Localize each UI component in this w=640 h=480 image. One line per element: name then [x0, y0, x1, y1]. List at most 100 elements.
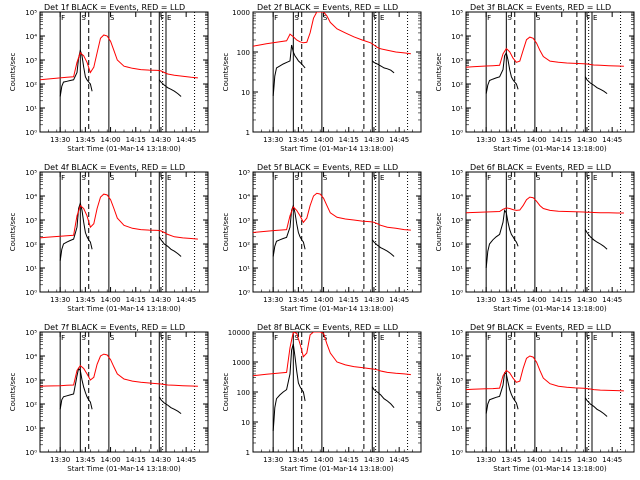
x-tick-label: 13:30 — [476, 136, 496, 144]
marker-label: F — [586, 174, 590, 182]
y-tick-label: 10⁴ — [238, 193, 250, 201]
x-tick-label: 13:30 — [263, 456, 283, 464]
y-axis-label: Counts/sec — [435, 213, 443, 252]
y-tick-label: 10⁴ — [451, 33, 463, 41]
y-tick-label: 10⁵ — [25, 329, 37, 337]
marker-label: S — [536, 14, 541, 22]
series-events — [485, 51, 608, 95]
panel-title: Det 7f BLACK = Events, RED = LLD — [44, 323, 185, 332]
x-tick-label: 14:30 — [577, 456, 597, 464]
series-events — [272, 44, 395, 96]
y-axis-label: Counts/sec — [222, 213, 230, 252]
x-tick-label: 14:00 — [526, 296, 546, 304]
panel-title: Det 8f BLACK = Events, RED = LLD — [257, 323, 398, 332]
x-tick-label: 14:30 — [577, 136, 597, 144]
y-tick-label: 10¹ — [238, 265, 250, 273]
y-tick-label: 10² — [238, 241, 250, 249]
plot-frame — [252, 171, 422, 293]
x-tick-label: 14:30 — [364, 456, 384, 464]
marker-label: S — [323, 174, 328, 182]
x-tick-label: 13:45 — [288, 136, 308, 144]
x-tick-label: 14:00 — [313, 456, 333, 464]
y-tick-label: 1000 — [232, 9, 250, 17]
series-lld — [253, 332, 411, 377]
y-axis-label: Counts/sec — [9, 213, 17, 252]
y-axis-label: Counts/sec — [222, 53, 230, 92]
marker-label: F — [274, 14, 278, 22]
y-tick-label: 10⁵ — [451, 9, 463, 17]
y-axis-label: Counts/sec — [435, 53, 443, 92]
y-tick-label: 10⁴ — [25, 353, 37, 361]
x-tick-label: 14:15 — [126, 136, 146, 144]
series-lld — [466, 36, 624, 68]
x-tick-label: 14:00 — [526, 456, 546, 464]
y-tick-label: 100 — [237, 389, 250, 397]
y-axis-label: Counts/sec — [9, 53, 17, 92]
marker-label: F — [160, 174, 164, 182]
marker-label: E — [167, 174, 171, 182]
series-lld — [40, 34, 198, 81]
x-tick-label: 14:45 — [389, 136, 409, 144]
y-tick-label: 10³ — [25, 377, 37, 385]
marker-label: S — [536, 174, 541, 182]
x-tick-label: 13:30 — [50, 296, 70, 304]
plot-frame — [465, 331, 635, 453]
y-tick-label: 10⁴ — [451, 193, 463, 201]
x-tick-label: 14:00 — [313, 296, 333, 304]
x-tick-label: 14:00 — [100, 296, 120, 304]
marker-label: F — [487, 14, 491, 22]
x-axis-label: Start Time (01-Mar-14 13:18:00) — [493, 145, 607, 153]
y-tick-label: 10⁵ — [238, 169, 250, 177]
x-tick-label: 13:45 — [501, 136, 521, 144]
y-tick-label: 10³ — [25, 57, 37, 65]
plot-frame — [39, 331, 209, 453]
x-tick-label: 13:45 — [501, 296, 521, 304]
x-tick-label: 13:45 — [288, 296, 308, 304]
x-tick-label: 14:30 — [577, 296, 597, 304]
x-tick-label: 13:45 — [501, 456, 521, 464]
x-axis-label: Start Time (01-Mar-14 13:18:00) — [67, 305, 181, 313]
y-tick-label: 10⁰ — [451, 289, 463, 297]
marker-label: S — [294, 174, 299, 182]
series-events — [485, 209, 608, 269]
marker-label: F — [274, 174, 278, 182]
marker-label: S — [81, 174, 86, 182]
x-tick-label: 13:30 — [263, 136, 283, 144]
y-tick-label: 10³ — [25, 217, 37, 225]
marker-label: S — [507, 334, 512, 342]
y-tick-label: 10¹ — [25, 265, 37, 273]
y-tick-label: 10¹ — [451, 105, 463, 113]
y-tick-label: 10000 — [228, 329, 250, 337]
marker-label: S — [110, 174, 115, 182]
x-tick-label: 14:30 — [364, 296, 384, 304]
marker-label: S — [110, 14, 115, 22]
marker-label: F — [586, 14, 590, 22]
marker-label: S — [507, 174, 512, 182]
x-tick-label: 14:00 — [526, 136, 546, 144]
y-tick-label: 10² — [451, 81, 463, 89]
x-tick-label: 14:15 — [339, 296, 359, 304]
marker-label: S — [294, 334, 299, 342]
y-tick-label: 10¹ — [451, 265, 463, 273]
y-tick-label: 10² — [25, 241, 37, 249]
x-tick-label: 14:30 — [151, 136, 171, 144]
x-tick-label: 14:15 — [126, 296, 146, 304]
marker-label: F — [274, 334, 278, 342]
y-tick-label: 10³ — [451, 377, 463, 385]
y-tick-label: 10³ — [451, 57, 463, 65]
x-tick-label: 14:15 — [552, 456, 572, 464]
x-tick-label: 13:30 — [50, 456, 70, 464]
marker-label: F — [373, 334, 377, 342]
y-tick-label: 10 — [241, 419, 250, 427]
x-tick-label: 14:45 — [176, 296, 196, 304]
y-tick-label: 10⁰ — [451, 449, 463, 457]
marker-label: S — [323, 14, 328, 22]
plot-frame — [465, 171, 635, 293]
x-tick-label: 14:45 — [602, 296, 622, 304]
y-tick-label: 1 — [246, 129, 250, 137]
